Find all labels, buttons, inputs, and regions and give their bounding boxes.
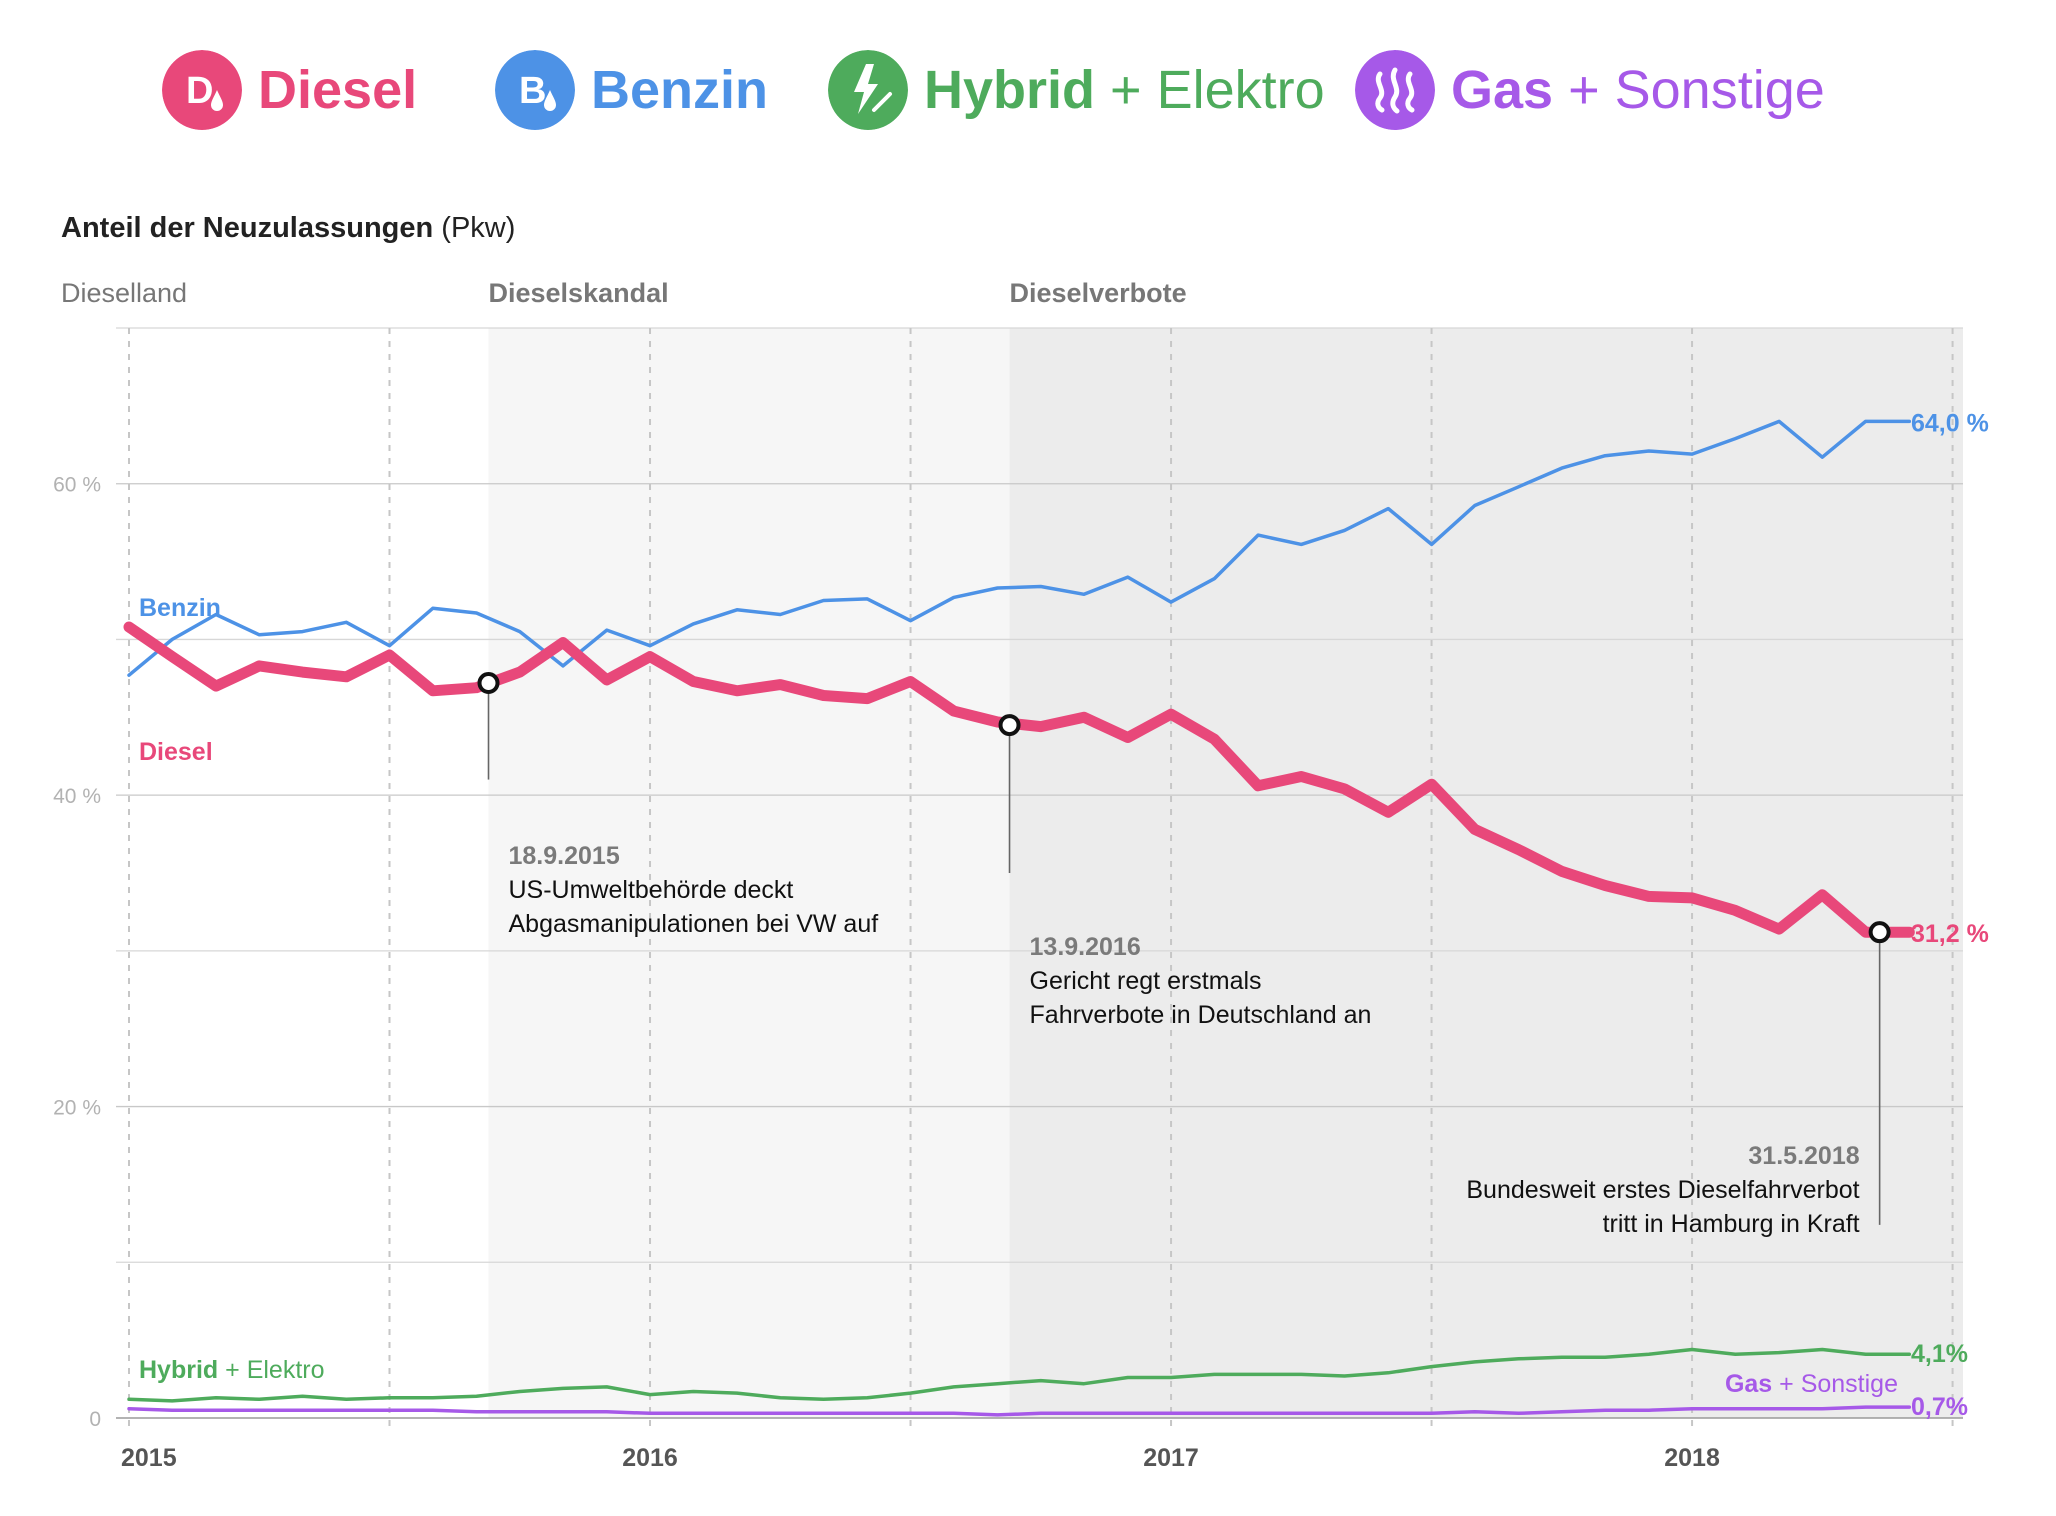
period-label-1: Dieselskandal bbox=[489, 278, 669, 308]
annotation-text-1-0: Gericht regt erstmals bbox=[1030, 967, 1262, 995]
annotation-marker-2 bbox=[1868, 921, 1891, 944]
axes: 0 20 % 40 % 60 % 2015 2016 2017 2018 bbox=[53, 474, 1963, 1472]
svg-text:D: D bbox=[186, 70, 213, 112]
annotation-marker-0 bbox=[477, 672, 500, 695]
series-label-hybrid: Hybrid + Elektro bbox=[139, 1356, 325, 1384]
annotation-text-0-0: US-Umweltbehörde deckt bbox=[509, 876, 794, 904]
series-line-benzin bbox=[127, 419, 1912, 677]
lightning-icon bbox=[828, 50, 908, 130]
series-label-gas-main: Gas bbox=[1725, 1370, 1772, 1398]
legend-label-benzin: Benzin bbox=[591, 60, 769, 120]
end-value-benzin: 64,0 % bbox=[1911, 409, 1989, 437]
x-tick-label-0: 2015 bbox=[121, 1444, 177, 1472]
end-value-gas: 0,7% bbox=[1911, 1393, 1968, 1421]
end-value-hybrid: 4,1% bbox=[1911, 1340, 1968, 1368]
legend-item-hybrid[interactable]: Hybrid + Elektro bbox=[828, 50, 1325, 130]
annotation-marker-1 bbox=[998, 714, 1021, 737]
series-label-gas-sep: + bbox=[1772, 1370, 1801, 1398]
legend-item-gas[interactable]: Gas + Sonstige bbox=[1355, 50, 1825, 130]
end-value-diesel: 31,2 % bbox=[1911, 920, 1989, 948]
y-tick-label-1: 20 % bbox=[53, 1097, 101, 1120]
legend-extra-gas: Sonstige bbox=[1614, 60, 1825, 120]
legend: D Diesel B Benzin Hybrid + Elektro bbox=[0, 0, 2056, 150]
annotations: 18.9.2015 US-Umweltbehörde deckt Abgasmani… bbox=[477, 672, 1891, 1238]
period-shade-1 bbox=[488, 328, 1010, 1418]
series-label-hybrid-sep: + bbox=[218, 1356, 247, 1384]
period-label-2: Dieselverbote bbox=[1010, 278, 1187, 308]
flame-icon bbox=[1355, 50, 1435, 130]
period-label-0: Dieselland bbox=[61, 278, 187, 308]
icon-bg bbox=[162, 50, 242, 130]
y-tick-label-2: 40 % bbox=[53, 785, 101, 808]
legend-label-diesel: Diesel bbox=[258, 60, 418, 120]
legend-sep-gas: + bbox=[1553, 60, 1615, 120]
x-tick-label-3: 2018 bbox=[1664, 1444, 1720, 1472]
series-label-diesel: Diesel bbox=[139, 738, 213, 766]
annotation-text-0-1: Abgasmanipulationen bei VW auf bbox=[509, 910, 879, 938]
x-tick-label-2: 2017 bbox=[1143, 1444, 1199, 1472]
x-tick-label-1: 2016 bbox=[622, 1444, 678, 1472]
chart-title-unit: (Pkw) bbox=[433, 212, 516, 244]
annotation-text-2-0: Bundesweit erstes Dieselfahrverbot bbox=[1466, 1176, 1859, 1204]
diesel-droplet-icon: D bbox=[162, 50, 242, 130]
series-label-hybrid-main: Hybrid bbox=[139, 1356, 218, 1384]
svg-text:B: B bbox=[519, 70, 546, 112]
legend-extra-hybrid: Elektro bbox=[1156, 60, 1325, 120]
legend-label-gas: Gas bbox=[1451, 60, 1554, 120]
annotation-date-0: 18.9.2015 bbox=[509, 842, 620, 870]
series-label-gas-extra: Sonstige bbox=[1801, 1370, 1898, 1398]
series-line-hybrid bbox=[127, 1347, 1912, 1403]
series-labels: 0,7% 4,1% 64,0 % 31,2 % Benzin Diesel Hybrid +… bbox=[139, 409, 1989, 1421]
chart-title-main: Anteil der Neuzulassungen bbox=[61, 212, 434, 244]
annotation-text-2-1: tritt in Hamburg in Kraft bbox=[1603, 1210, 1860, 1238]
series-line-gas bbox=[127, 1405, 1912, 1417]
legend-item-diesel[interactable]: D Diesel bbox=[162, 50, 417, 130]
series-label-benzin: Benzin bbox=[139, 594, 221, 622]
series-label-hybrid-extra: Elektro bbox=[247, 1356, 325, 1384]
legend-item-benzin[interactable]: B Benzin bbox=[495, 50, 768, 130]
period-shading: Dieselland Dieselskandal Dieselverbote bbox=[61, 278, 1963, 1418]
legend-label-hybrid: Hybrid bbox=[924, 60, 1096, 120]
annotation-date-1: 13.9.2016 bbox=[1030, 933, 1141, 961]
chart-title: Anteil der Neuzulassungen (Pkw) bbox=[61, 212, 515, 245]
series-label-gas: Gas + Sonstige bbox=[1725, 1370, 1898, 1398]
gridlines bbox=[116, 327, 1963, 1428]
benzin-droplet-icon: B bbox=[495, 50, 575, 130]
period-shade-2 bbox=[1009, 328, 1963, 1418]
y-tick-label-3: 60 % bbox=[53, 474, 101, 497]
annotation-date-2: 31.5.2018 bbox=[1748, 1142, 1859, 1170]
legend-sep-hybrid: + bbox=[1095, 60, 1157, 120]
icon-bg bbox=[495, 50, 575, 130]
period-shade-0 bbox=[129, 328, 489, 1418]
annotation-text-1-1: Fahrverbote in Deutschland an bbox=[1030, 1001, 1372, 1029]
y-tick-label-0: 0 bbox=[89, 1408, 101, 1431]
